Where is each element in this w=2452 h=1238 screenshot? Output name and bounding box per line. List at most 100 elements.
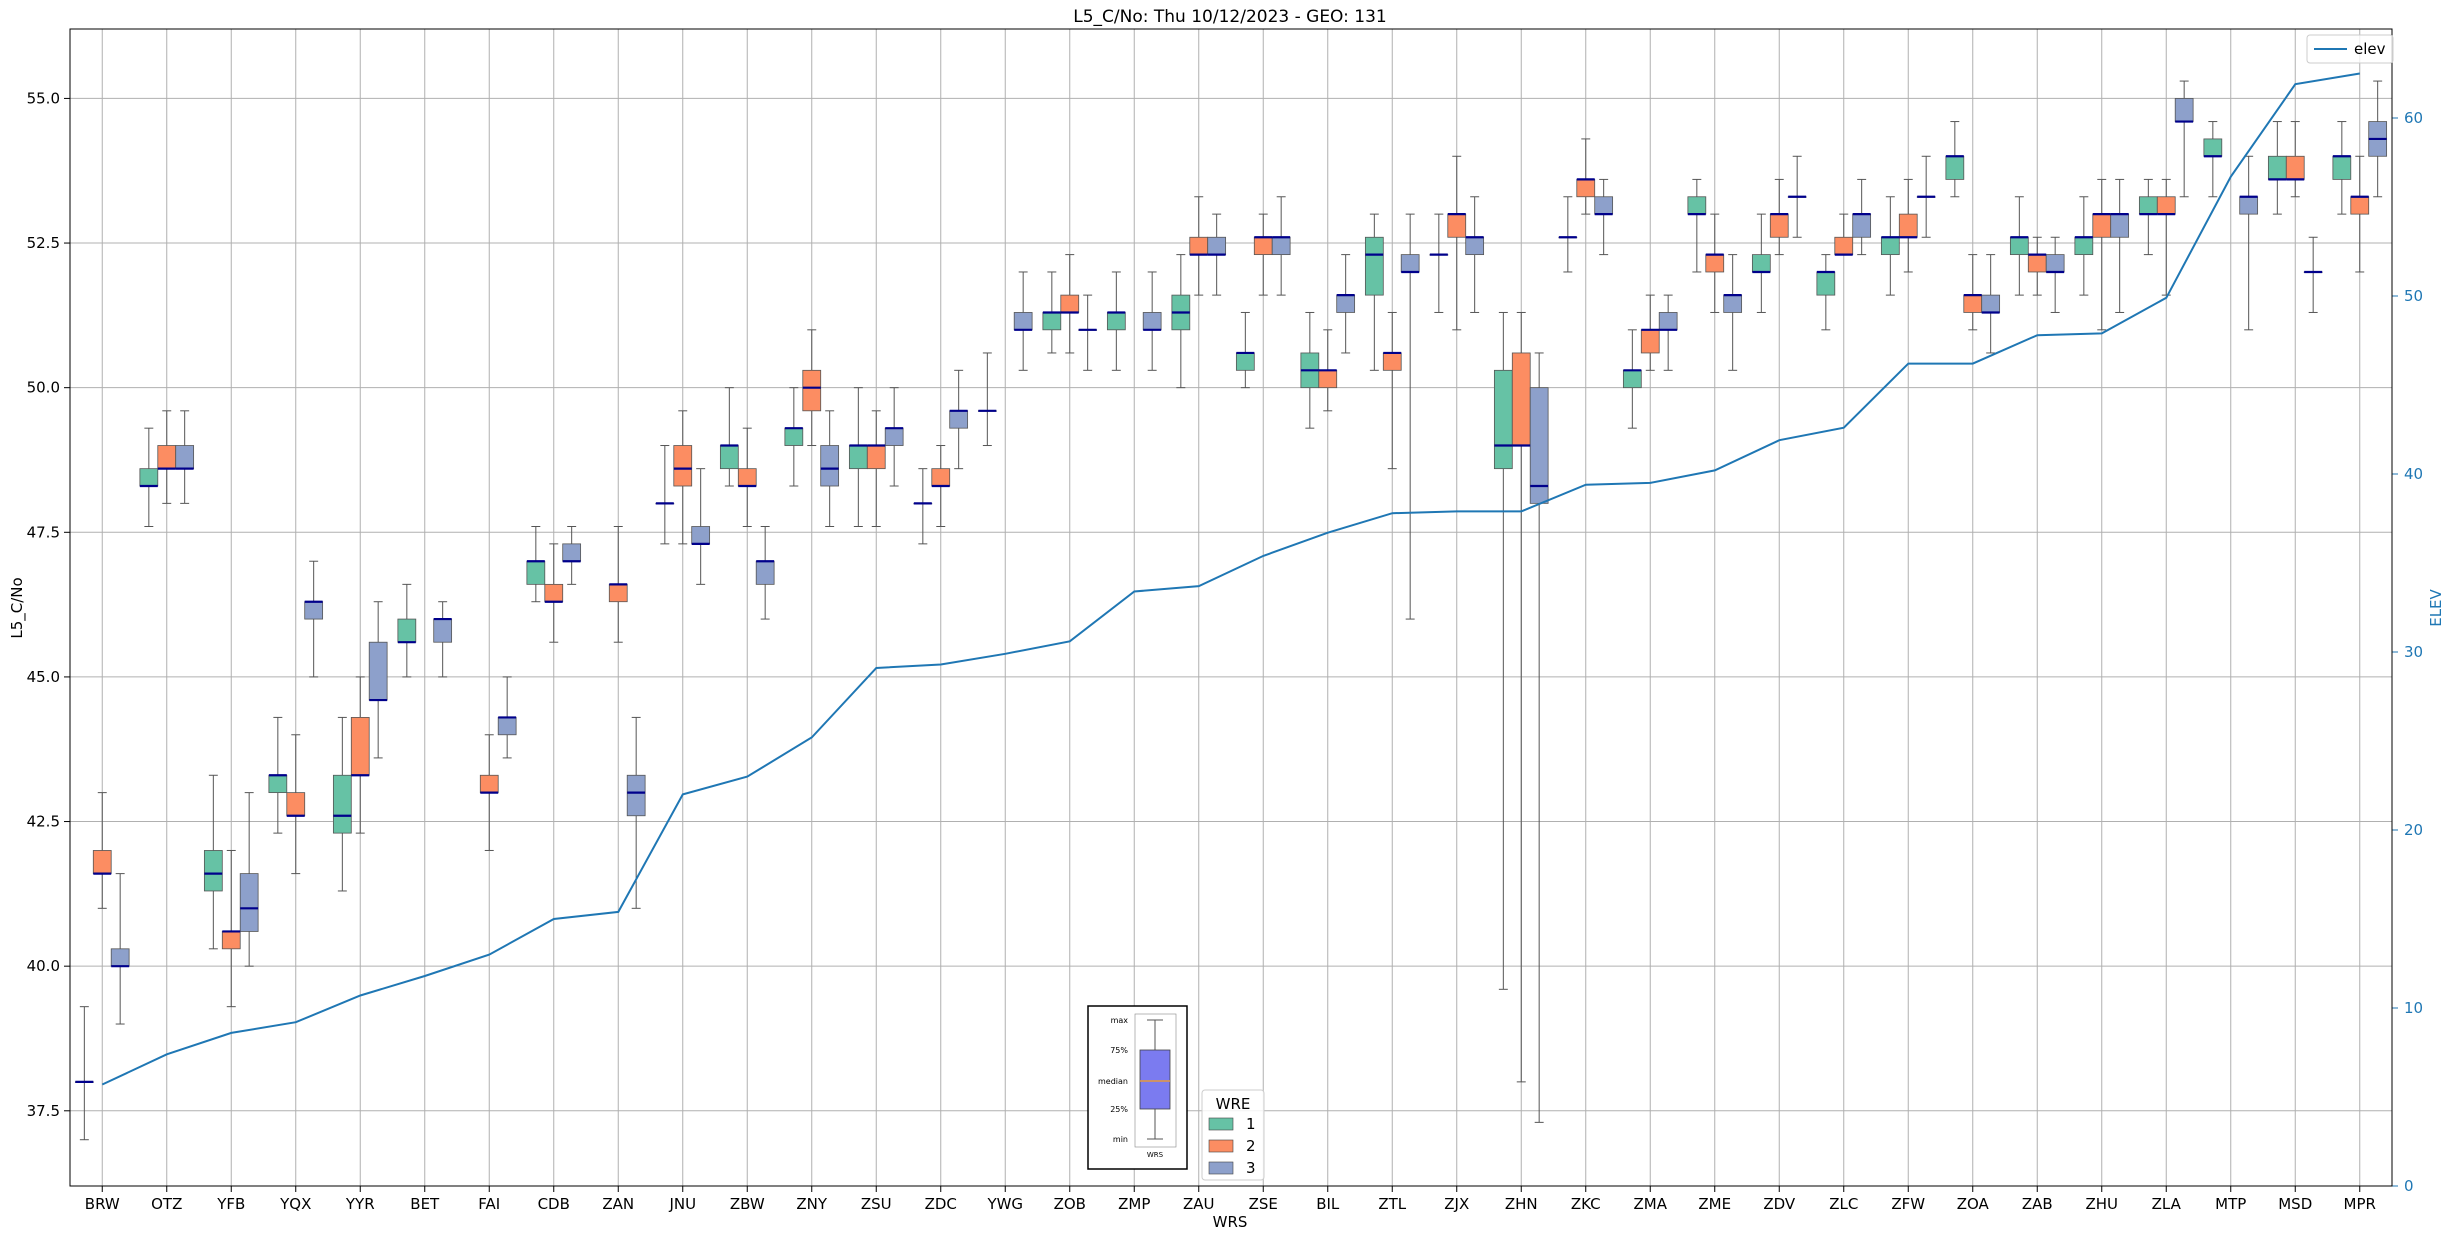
y2-tick-label: 50 bbox=[2404, 287, 2423, 305]
box-2-YFB bbox=[221, 931, 241, 950]
box-2-ZHU bbox=[2092, 213, 2112, 238]
x-tick-label: YYR bbox=[345, 1195, 375, 1213]
box-1-MTP bbox=[2203, 138, 2223, 157]
x-tick-label: ZAB bbox=[2022, 1195, 2053, 1213]
box-2-MPR bbox=[2350, 196, 2370, 215]
inset-label-25: 25% bbox=[1110, 1105, 1128, 1114]
x-tick-label: ZME bbox=[1698, 1195, 1731, 1213]
legend-swatch-2 bbox=[1208, 1139, 1234, 1153]
line-legend: elev bbox=[2306, 34, 2394, 64]
box-3-ZME bbox=[1723, 294, 1743, 313]
box-2-ZME bbox=[1705, 254, 1725, 273]
box-1-ZOA bbox=[1945, 155, 1965, 180]
x-tick-label: ZMP bbox=[1118, 1195, 1150, 1213]
x-tick-label: ZOA bbox=[1957, 1195, 1990, 1213]
box-1-OTZ bbox=[139, 468, 159, 487]
box-2-YQX bbox=[286, 792, 306, 817]
box-3-ZMA bbox=[1658, 312, 1678, 331]
box-2-ZHN bbox=[1511, 352, 1531, 446]
box-1-YYR bbox=[332, 774, 352, 834]
gridlines bbox=[70, 29, 2392, 1186]
box-2-ZLC bbox=[1834, 236, 1854, 256]
y-tick-label: 45.0 bbox=[27, 668, 60, 686]
box-3-ZLA bbox=[2174, 98, 2194, 122]
box-legend-title: WRE bbox=[1216, 1095, 1251, 1113]
box-2-ZTL bbox=[1382, 352, 1402, 371]
elevation-line bbox=[101, 72, 2360, 1086]
box-3-ZSE bbox=[1271, 236, 1291, 256]
x-tick-label: ZSU bbox=[861, 1195, 892, 1213]
box-2-OTZ bbox=[157, 445, 177, 470]
x-tick-label: YFB bbox=[216, 1195, 245, 1213]
x-tick-label: ZDC bbox=[925, 1195, 957, 1213]
box-3-BIL bbox=[1336, 294, 1356, 313]
legend-label-2: 2 bbox=[1246, 1137, 1256, 1155]
box-2-ZAB bbox=[2027, 254, 2047, 273]
y2-tick-label: 10 bbox=[2404, 999, 2423, 1017]
y-tick-label: 55.0 bbox=[27, 89, 60, 107]
inset-label-max: max bbox=[1111, 1016, 1129, 1025]
x-tick-label: CDB bbox=[538, 1195, 570, 1213]
medians bbox=[75, 120, 2387, 1083]
box-2-ZDC bbox=[931, 468, 951, 487]
box-3-ZAN bbox=[626, 774, 646, 817]
y-tick-label: 47.5 bbox=[27, 523, 60, 541]
box-3-ZSU bbox=[884, 427, 904, 446]
box-1-ZDV bbox=[1751, 254, 1771, 273]
x-tick-label: ZBW bbox=[730, 1195, 765, 1213]
x-tick-label: ZKC bbox=[1571, 1195, 1601, 1213]
box-1-ZHU bbox=[2074, 236, 2094, 256]
x-tick-label: YQX bbox=[279, 1195, 311, 1213]
box-1-ZNY bbox=[784, 427, 804, 446]
box-1-MSD bbox=[2267, 155, 2287, 180]
plot-frame bbox=[69, 28, 2393, 1187]
y2-tick-label: 0 bbox=[2404, 1177, 2414, 1195]
legend-swatch-1 bbox=[1208, 1117, 1234, 1131]
box-2-JNU bbox=[673, 445, 693, 487]
box-1-ZSU bbox=[848, 445, 868, 470]
x-tick-label: ZNY bbox=[796, 1195, 827, 1213]
x-tick-label: MSD bbox=[2278, 1195, 2312, 1213]
x-tick-label: ZHU bbox=[2085, 1195, 2118, 1213]
box-2-ZNY bbox=[802, 369, 822, 412]
y-axis-label: L5_C/No bbox=[8, 577, 27, 638]
y2-tick-label: 20 bbox=[2404, 821, 2423, 839]
x-tick-label: BIL bbox=[1316, 1195, 1340, 1213]
x-tick-label: ZAN bbox=[602, 1195, 634, 1213]
box-1-YQX bbox=[268, 774, 288, 794]
box-2-CDB bbox=[544, 583, 564, 603]
box-3-ZNY bbox=[820, 445, 840, 487]
box-3-ZDC bbox=[949, 410, 969, 429]
x-tick-label: ZJX bbox=[1444, 1195, 1469, 1213]
box-1-ZTL bbox=[1364, 236, 1384, 296]
box-3-FAI bbox=[497, 717, 517, 736]
x-tick-label: BRW bbox=[85, 1195, 120, 1213]
box-plot-explainer-inset: max 75% median 25% min WRS bbox=[1087, 1005, 1188, 1170]
box-3-ZHU bbox=[2110, 213, 2130, 238]
box-2-MSD bbox=[2285, 155, 2305, 180]
chart-title: L5_C/No: Thu 10/12/2023 - GEO: 131 bbox=[1073, 7, 1386, 27]
box-1-CDB bbox=[526, 560, 546, 585]
y2-axis-label: ELEV bbox=[2427, 588, 2445, 626]
box-1-ZMP bbox=[1106, 312, 1126, 331]
legend-swatch-3 bbox=[1208, 1161, 1234, 1175]
x-tick-label: BET bbox=[410, 1195, 440, 1213]
box-legend: WRE 1 2 3 bbox=[1201, 1089, 1265, 1181]
box-3-YWG bbox=[1013, 312, 1033, 331]
x-tick-label: ZLC bbox=[1829, 1195, 1858, 1213]
x-tick-label: JNU bbox=[668, 1195, 696, 1213]
box-2-ZAN bbox=[608, 583, 628, 603]
boxes bbox=[74, 98, 2388, 1083]
box-2-ZFW bbox=[1898, 213, 1918, 238]
inset-label-75: 75% bbox=[1110, 1046, 1128, 1055]
x-tick-label: OTZ bbox=[151, 1195, 182, 1213]
box-3-BRW bbox=[110, 948, 130, 967]
y2-tick-label: 40 bbox=[2404, 465, 2423, 483]
y-tick-label: 50.0 bbox=[27, 379, 60, 397]
x-tick-label: ZSE bbox=[1249, 1195, 1278, 1213]
y2-tick-label: 60 bbox=[2404, 109, 2423, 127]
y2-tick-label: 30 bbox=[2404, 643, 2423, 661]
box-3-JNU bbox=[691, 526, 711, 545]
box-1-ZBW bbox=[719, 445, 739, 470]
